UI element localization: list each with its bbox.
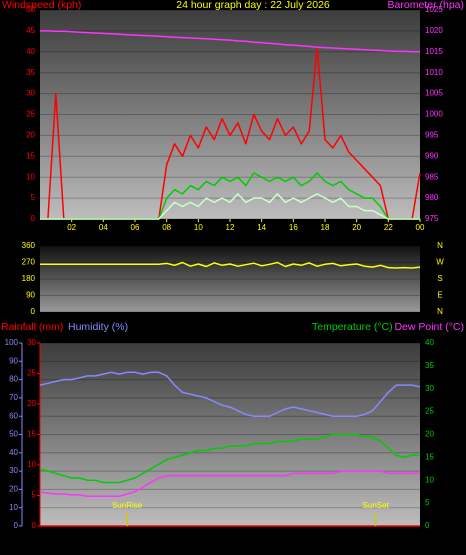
y2-tick-label: 10 bbox=[425, 475, 434, 484]
x-tick-label: 12 bbox=[226, 223, 235, 232]
y3-tick-label: 25 bbox=[27, 369, 36, 378]
y2-tick-label: 1015 bbox=[425, 47, 443, 56]
series-line bbox=[40, 30, 420, 53]
x-tick-label: 02 bbox=[67, 223, 76, 232]
y2-tick-label: 1025 bbox=[425, 5, 443, 14]
y2-tick-label: 985 bbox=[425, 172, 439, 181]
x-tick-label: 00 bbox=[416, 223, 425, 232]
series-line bbox=[39, 470, 420, 498]
y-tick-label: 40 bbox=[9, 448, 18, 457]
series-line bbox=[39, 433, 420, 484]
y-tick-label: 0 bbox=[31, 214, 36, 223]
y-tick-label: 360 bbox=[22, 241, 36, 250]
annotation-label: SunRise bbox=[112, 501, 143, 510]
y-tick-label: 0 bbox=[31, 307, 36, 316]
y3-tick-label: 15 bbox=[27, 430, 36, 439]
temperature-label: Temperature (°C) bbox=[312, 321, 393, 333]
wind-axis-label: Windspeed (kph) bbox=[2, 0, 81, 11]
rain-label: Rainfall (mm) bbox=[1, 321, 63, 333]
humidity-label: Humidity (%) bbox=[68, 321, 128, 333]
y2-tick-label: 990 bbox=[425, 151, 439, 160]
x-tick-label: 08 bbox=[162, 223, 171, 232]
y2-tick-label: 40 bbox=[425, 338, 434, 347]
y-tick-label: 180 bbox=[22, 274, 36, 283]
y2-tick-label: N bbox=[437, 241, 443, 250]
y-tick-label: 90 bbox=[26, 291, 35, 300]
y-tick-label: 20 bbox=[9, 485, 18, 494]
y-tick-label: 35 bbox=[26, 68, 35, 77]
y-tick-label: 50 bbox=[26, 5, 35, 14]
y2-tick-label: 25 bbox=[425, 407, 434, 416]
y-tick-label: 10 bbox=[9, 503, 18, 512]
y-tick-label: 100 bbox=[5, 338, 19, 347]
y2-tick-label: 20 bbox=[425, 430, 434, 439]
y-tick-label: 270 bbox=[22, 258, 36, 267]
y-tick-label: 40 bbox=[26, 47, 35, 56]
y-tick-label: 30 bbox=[9, 466, 18, 475]
y2-tick-label: 1005 bbox=[425, 89, 443, 98]
x-tick-label: 20 bbox=[352, 223, 361, 232]
plot-area bbox=[40, 246, 420, 312]
y-tick-label: 20 bbox=[26, 131, 35, 140]
y-tick-label: 0 bbox=[14, 521, 19, 530]
dewpoint-label: Dew Point (°C) bbox=[394, 321, 464, 333]
plot-area bbox=[40, 10, 420, 219]
y2-tick-label: 30 bbox=[425, 384, 434, 393]
y2-tick-label: 995 bbox=[425, 131, 439, 140]
x-tick-label: 06 bbox=[131, 223, 140, 232]
y2-tick-label: 1020 bbox=[425, 26, 443, 35]
y3-tick-label: 30 bbox=[27, 338, 36, 347]
y-tick-label: 60 bbox=[9, 411, 18, 420]
series-line bbox=[39, 371, 421, 417]
series-line bbox=[40, 261, 421, 269]
y-tick-label: 15 bbox=[26, 151, 35, 160]
y2-tick-label: S bbox=[437, 274, 442, 283]
x-tick-label: 18 bbox=[321, 223, 330, 232]
y3-tick-label: 0 bbox=[32, 521, 37, 530]
annotation-label: SunSet bbox=[363, 501, 390, 510]
series-line bbox=[40, 193, 420, 220]
y2-tick-label: 15 bbox=[425, 452, 434, 461]
x-tick-label: 14 bbox=[257, 223, 266, 232]
y2-tick-label: 5 bbox=[425, 498, 430, 507]
x-tick-label: 16 bbox=[289, 223, 298, 232]
y3-tick-label: 5 bbox=[32, 491, 37, 500]
y2-tick-label: 980 bbox=[425, 193, 439, 202]
y2-tick-label: 1010 bbox=[425, 68, 443, 77]
y-tick-label: 70 bbox=[9, 393, 18, 402]
y-tick-label: 50 bbox=[9, 430, 18, 439]
y2-tick-label: E bbox=[437, 291, 442, 300]
y3-tick-label: 10 bbox=[27, 460, 36, 469]
plots: 0510152025303540455097598098599099510001… bbox=[5, 5, 445, 530]
y2-tick-label: 975 bbox=[425, 214, 439, 223]
barometer-axis-label: Barometer (hpa) bbox=[388, 0, 464, 11]
y-tick-label: 25 bbox=[26, 110, 35, 119]
x-tick-label: 10 bbox=[194, 223, 203, 232]
y2-tick-label: N bbox=[437, 307, 443, 316]
y-tick-label: 5 bbox=[31, 193, 36, 202]
y2-tick-label: 1000 bbox=[425, 110, 443, 119]
y-tick-label: 90 bbox=[9, 356, 18, 365]
x-tick-label: 22 bbox=[384, 223, 393, 232]
y-tick-label: 30 bbox=[26, 89, 35, 98]
y3-tick-label: 20 bbox=[27, 399, 36, 408]
y-tick-label: 45 bbox=[26, 26, 35, 35]
y-tick-label: 10 bbox=[26, 172, 35, 181]
y2-tick-label: W bbox=[436, 258, 444, 267]
y2-tick-label: 0 bbox=[425, 521, 430, 530]
chart-title: 24 hour graph day : 22 July 2026 bbox=[176, 0, 330, 11]
x-tick-label: 04 bbox=[99, 223, 108, 232]
y-tick-label: 80 bbox=[9, 375, 18, 384]
y2-tick-label: 35 bbox=[425, 361, 434, 370]
